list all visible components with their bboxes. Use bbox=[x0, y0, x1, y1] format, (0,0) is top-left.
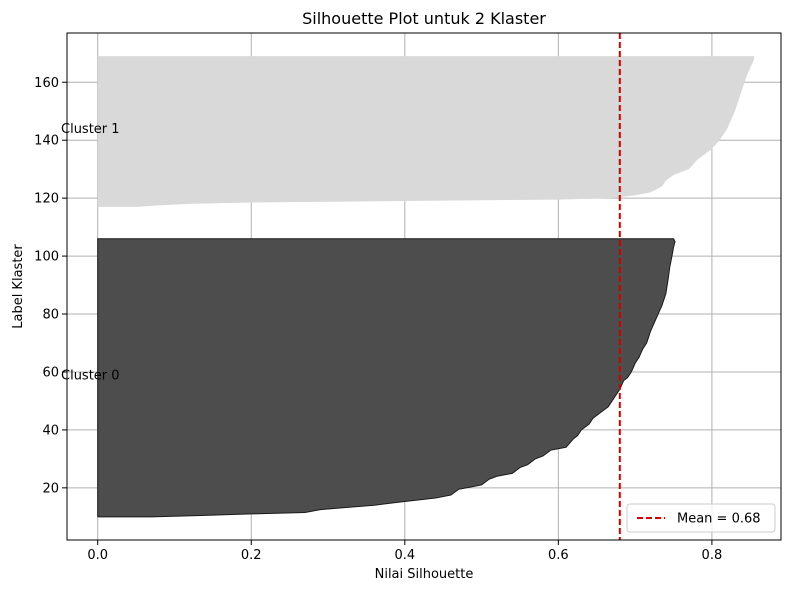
y-tick-label: 80 bbox=[42, 308, 59, 323]
y-tick-label: 60 bbox=[42, 365, 59, 380]
area-layer bbox=[97, 56, 755, 518]
x-axis-label: Nilai Silhouette bbox=[375, 567, 474, 582]
x-tick-label: 0.8 bbox=[702, 548, 723, 563]
legend-mean-label: Mean = 0.68 bbox=[677, 512, 761, 527]
y-tick-label: 40 bbox=[42, 423, 59, 438]
cluster-area-1 bbox=[97, 56, 755, 207]
y-tick-label: 100 bbox=[34, 250, 59, 265]
y-tick-label: 160 bbox=[34, 76, 59, 91]
cluster-label-layer: Cluster 0 Cluster 1 bbox=[61, 122, 120, 383]
x-tick-label: 0.4 bbox=[394, 548, 415, 563]
y-tick-label: 140 bbox=[34, 134, 59, 149]
legend-box bbox=[626, 503, 776, 533]
y-tick-label: 120 bbox=[34, 192, 59, 207]
y-axis-label: Label Klaster bbox=[11, 244, 26, 329]
legend: Mean = 0.68 bbox=[626, 503, 776, 533]
cluster-label-0: Cluster 0 bbox=[61, 368, 120, 383]
chart-title: Silhouette Plot untuk 2 Klaster bbox=[302, 9, 546, 28]
tick-layer: 0.0 0.2 0.4 0.6 0.8 20 40 60 80 100 120 140 160 bbox=[34, 76, 722, 563]
cluster-label-1: Cluster 1 bbox=[61, 122, 120, 137]
plot-frame bbox=[66, 32, 782, 541]
x-tick-label: 0.6 bbox=[548, 548, 569, 563]
x-tick-label: 0.2 bbox=[241, 548, 262, 563]
y-tick-label: 20 bbox=[42, 481, 59, 496]
x-tick-label: 0.0 bbox=[87, 548, 108, 563]
cluster-area-0 bbox=[97, 238, 676, 518]
